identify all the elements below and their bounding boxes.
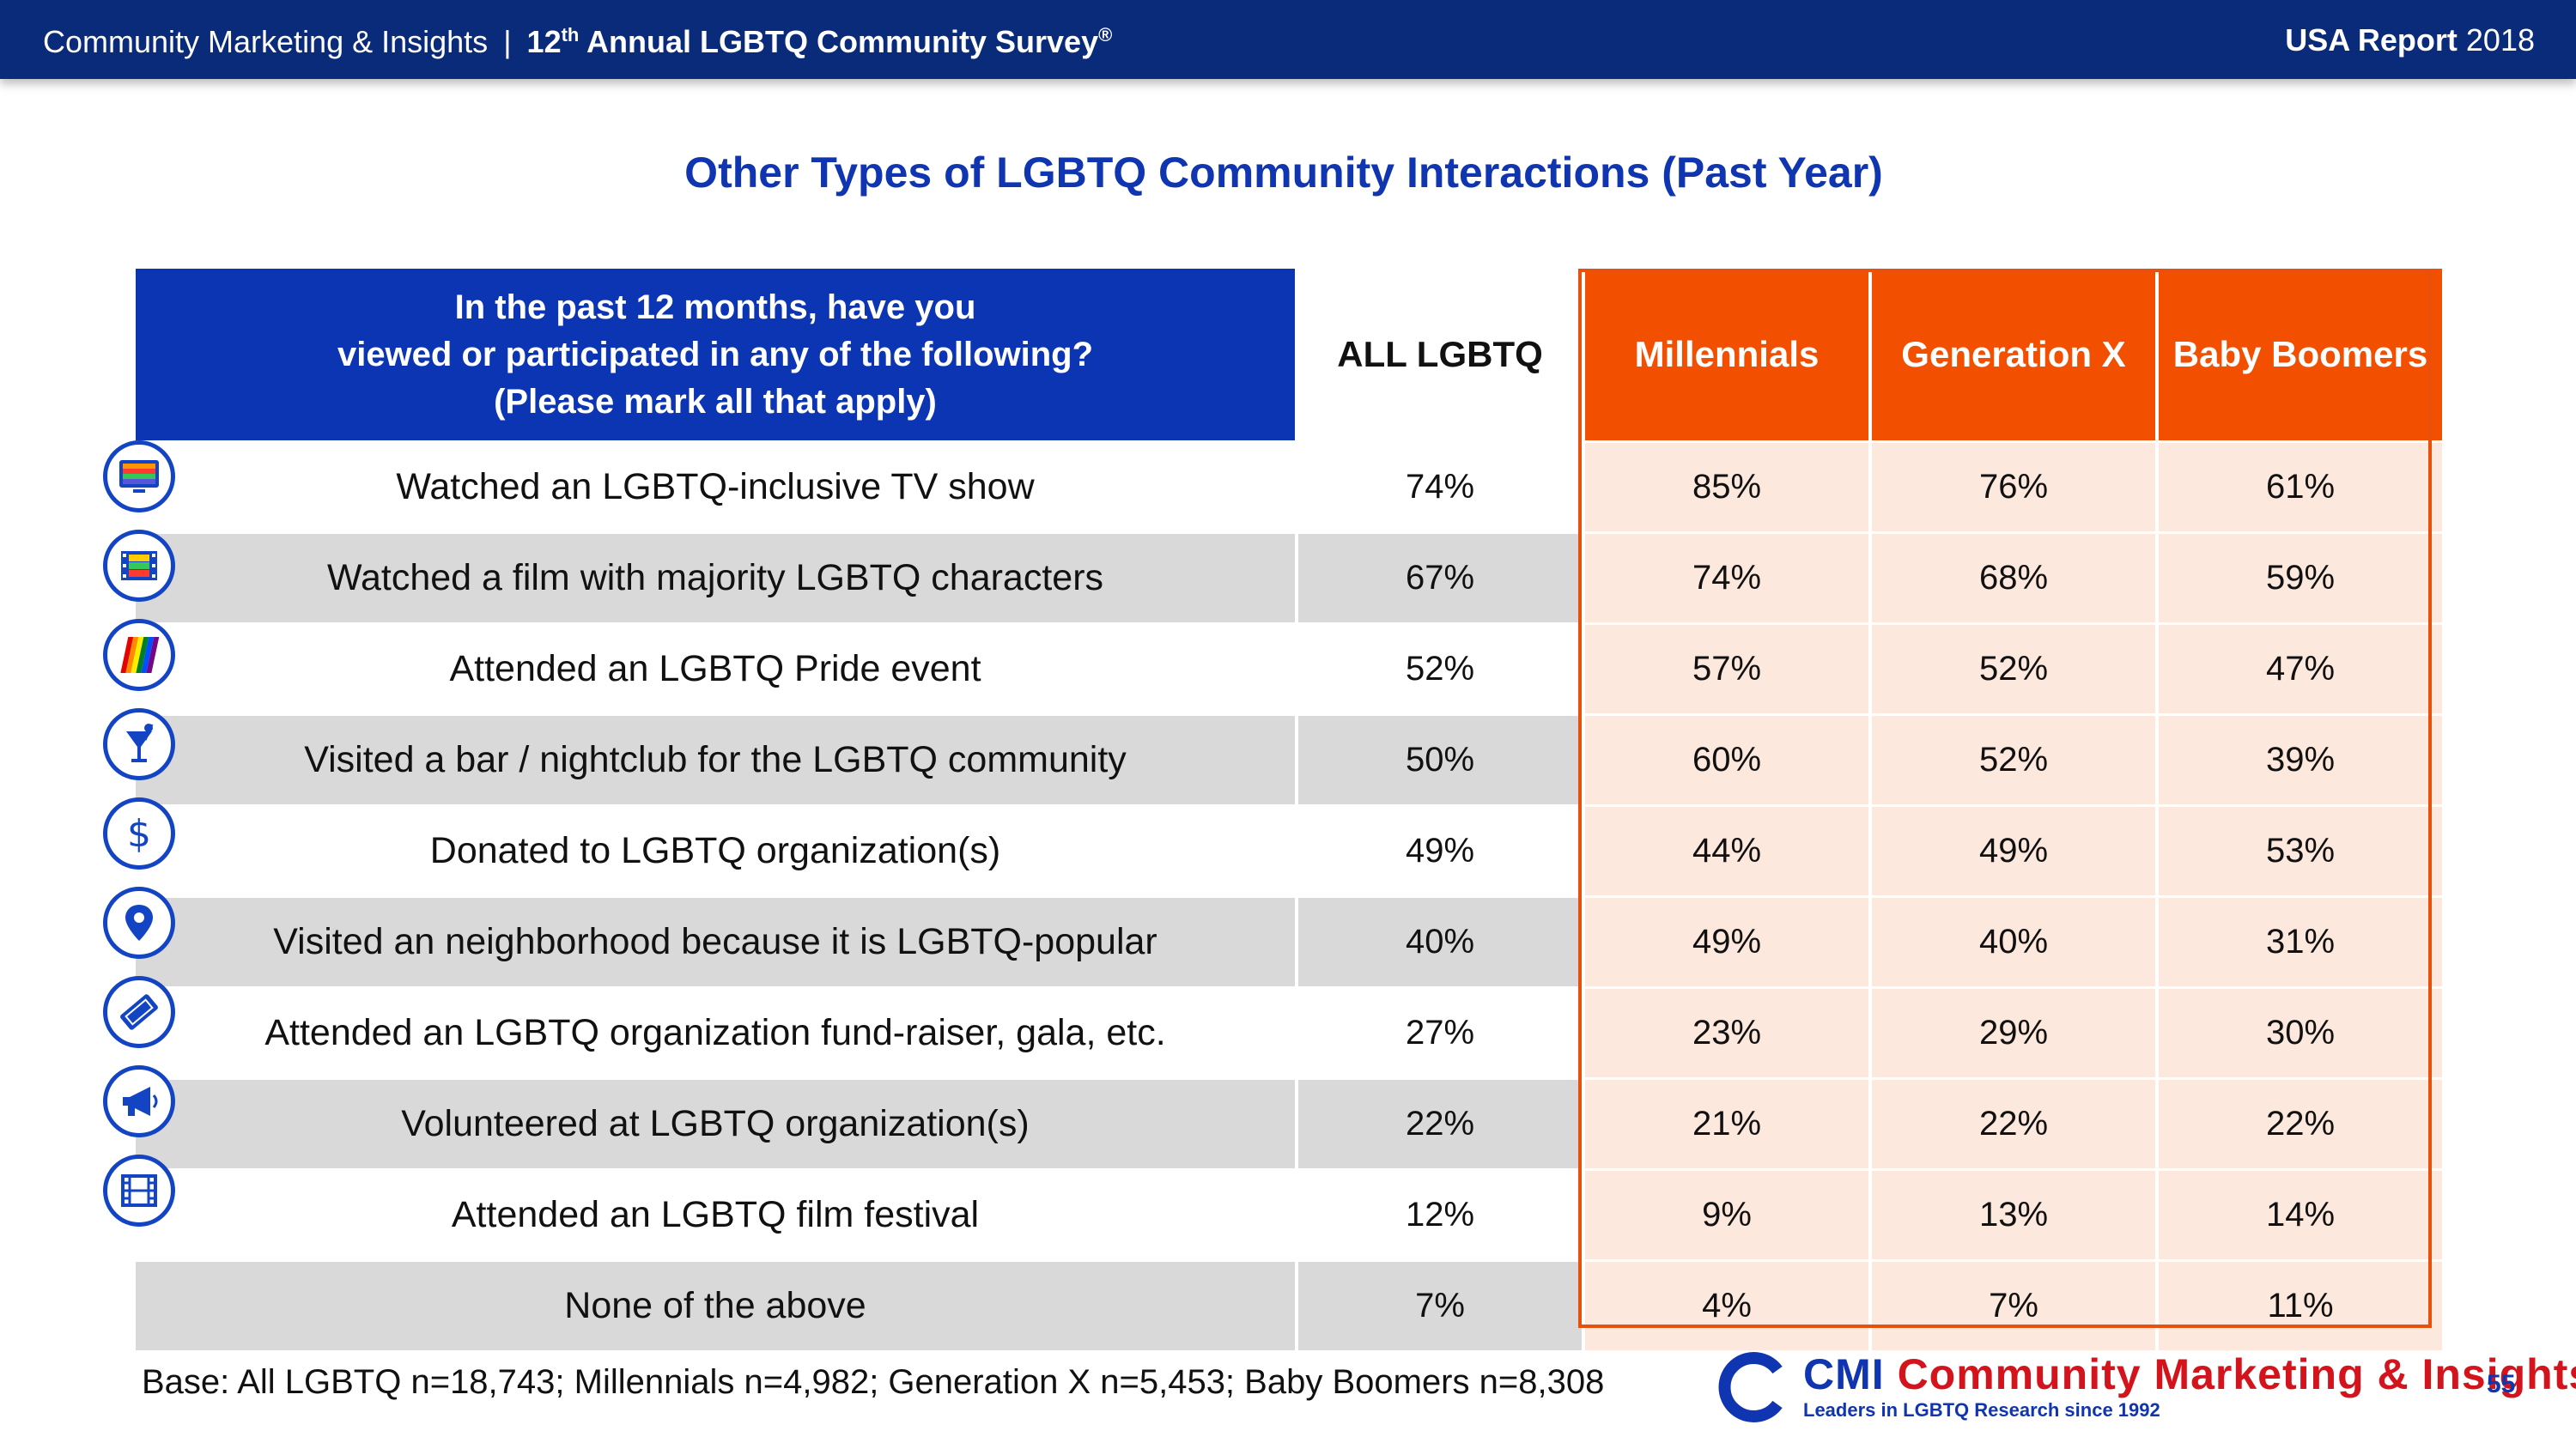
value-cell: 11% — [2159, 1262, 2442, 1350]
question-line: viewed or participated in any of the fol… — [337, 335, 1094, 373]
cocktail-icon — [103, 708, 175, 780]
value-cell: 14% — [2159, 1171, 2442, 1259]
header-separator: | — [503, 24, 512, 59]
survey-table: In the past 12 months, have you viewed o… — [136, 269, 2442, 1350]
row-label: Attended an LGBTQ organization fund-rais… — [136, 989, 1295, 1077]
value-cell: 59% — [2159, 534, 2442, 622]
value-cell: 27% — [1298, 989, 1582, 1077]
cmi-logo-mark-icon — [1718, 1352, 1783, 1422]
row-label: Attended an LGBTQ Pride event — [136, 625, 1295, 713]
column-header-millennials: Millennials — [1585, 269, 1868, 440]
value-cell: 9% — [1585, 1171, 1868, 1259]
page-title: Other Types of LGBTQ Community Interacti… — [684, 149, 1883, 197]
svg-text:$: $ — [127, 812, 151, 856]
ticket-icon — [103, 976, 175, 1048]
map-pin-icon — [103, 887, 175, 959]
value-cell: 22% — [2159, 1080, 2442, 1168]
value-cell: 60% — [1585, 716, 1868, 804]
value-cell: 7% — [1298, 1262, 1582, 1350]
header-bar: Community Marketing & Insights | 12th Annu… — [0, 0, 2576, 79]
value-cell: 47% — [2159, 625, 2442, 713]
film-strip-icon — [103, 530, 175, 602]
value-cell: 23% — [1585, 989, 1868, 1077]
report-label: USA Report 2018 — [2285, 22, 2535, 58]
value-cell: 39% — [2159, 716, 2442, 804]
row-label: Volunteered at LGBTQ organization(s) — [136, 1080, 1295, 1168]
value-cell: 22% — [1872, 1080, 2155, 1168]
row-label: None of the above — [136, 1262, 1295, 1350]
page-number: 55 — [2487, 1370, 2516, 1398]
value-cell: 12% — [1298, 1171, 1582, 1259]
logo-name: Community Marketing & Insights — [1897, 1350, 2576, 1398]
value-cell: 40% — [1872, 898, 2155, 986]
survey-name: 12th Annual LGBTQ Community Survey® — [526, 24, 1113, 59]
film-icon — [103, 1155, 175, 1227]
value-cell: 49% — [1298, 807, 1582, 895]
value-cell: 53% — [2159, 807, 2442, 895]
cmi-logo: CMI Community Marketing & Insights Leade… — [1717, 1349, 2576, 1427]
value-cell: 50% — [1298, 716, 1582, 804]
value-cell: 74% — [1585, 534, 1868, 622]
question-line: (Please mark all that apply) — [494, 382, 937, 421]
value-cell: 57% — [1585, 625, 1868, 713]
value-cell: 4% — [1585, 1262, 1868, 1350]
column-header-baby-boomers: Baby Boomers — [2159, 269, 2442, 440]
value-cell: 52% — [1872, 716, 2155, 804]
question-header: In the past 12 months, have you viewed o… — [136, 269, 1295, 440]
header-left: Community Marketing & Insights | 12th Annu… — [43, 24, 1112, 60]
megaphone-icon — [103, 1065, 175, 1137]
base-note: Base: All LGBTQ n=18,743; Millennials n=… — [142, 1363, 1605, 1401]
value-cell: 67% — [1298, 534, 1582, 622]
value-cell: 21% — [1585, 1080, 1868, 1168]
report-name: USA Report — [2285, 22, 2458, 58]
value-cell: 68% — [1872, 534, 2155, 622]
row-label: Visited an neighborhood because it is LG… — [136, 898, 1295, 986]
tv-icon — [103, 440, 175, 512]
logo-tagline: Leaders in LGBTQ Research since 1992 — [1803, 1399, 2160, 1421]
row-label: Watched an LGBTQ-inclusive TV show — [136, 443, 1295, 531]
rainbow-flag-icon — [103, 619, 175, 691]
value-cell: 52% — [1298, 625, 1582, 713]
value-cell: 74% — [1298, 443, 1582, 531]
row-label: Donated to LGBTQ organization(s) — [136, 807, 1295, 895]
value-cell: 61% — [2159, 443, 2442, 531]
value-cell: 7% — [1872, 1262, 2155, 1350]
question-line: In the past 12 months, have you — [454, 288, 976, 326]
value-cell: 76% — [1872, 443, 2155, 531]
logo-text: CMI Community Marketing & Insights — [1803, 1349, 2576, 1399]
value-cell: 22% — [1298, 1080, 1582, 1168]
value-cell: 31% — [2159, 898, 2442, 986]
value-cell: 52% — [1872, 625, 2155, 713]
logo-abbr: CMI — [1803, 1350, 1885, 1398]
value-cell: 13% — [1872, 1171, 2155, 1259]
value-cell: 49% — [1872, 807, 2155, 895]
value-cell: 49% — [1585, 898, 1868, 986]
row-label: Attended an LGBTQ film festival — [136, 1171, 1295, 1259]
column-header-all-lgbtq: ALL LGBTQ — [1298, 269, 1582, 440]
value-cell: 40% — [1298, 898, 1582, 986]
company-name: Community Marketing & Insights — [43, 24, 489, 59]
value-cell: 29% — [1872, 989, 2155, 1077]
dollar-icon: $ — [103, 797, 175, 870]
value-cell: 44% — [1585, 807, 1868, 895]
row-label: Visited a bar / nightclub for the LGBTQ … — [136, 716, 1295, 804]
report-year: 2018 — [2465, 22, 2535, 58]
value-cell: 30% — [2159, 989, 2442, 1077]
column-header-generation-x: Generation X — [1872, 269, 2155, 440]
value-cell: 85% — [1585, 443, 1868, 531]
row-label: Watched a film with majority LGBTQ chara… — [136, 534, 1295, 622]
